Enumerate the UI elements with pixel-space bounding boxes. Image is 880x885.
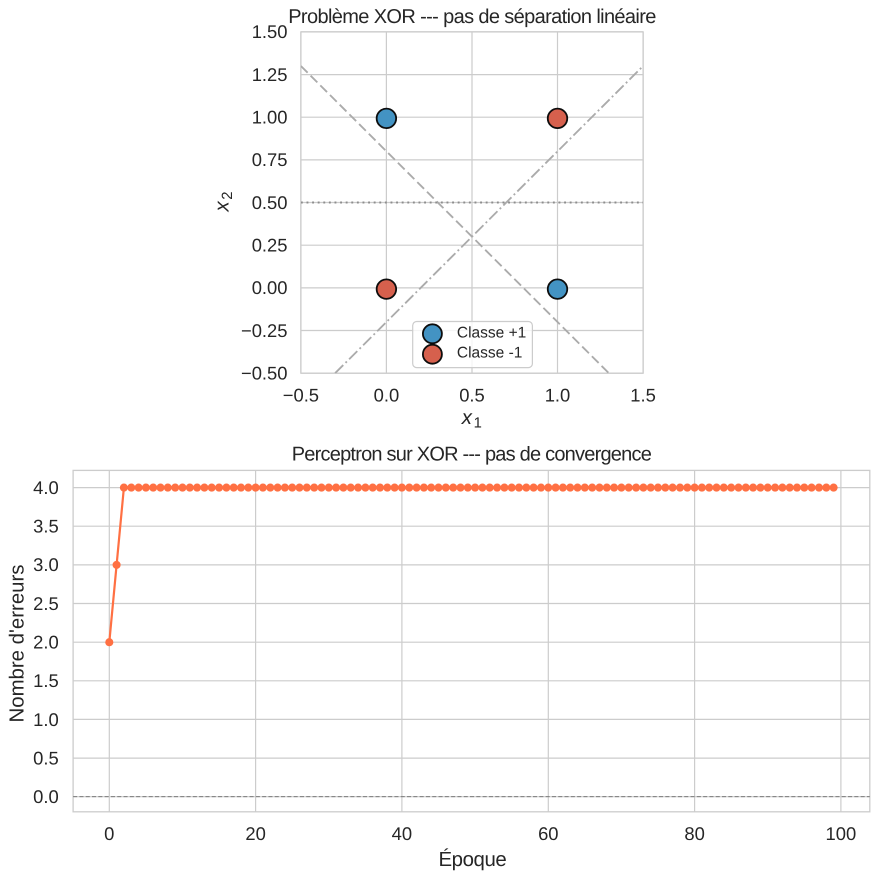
svg-text:0.75: 0.75 [252,149,288,170]
svg-text:2.0: 2.0 [33,632,59,653]
svg-text:0.0: 0.0 [33,786,59,807]
svg-text:Époque: Époque [438,848,506,871]
svg-text:0.0: 0.0 [374,385,400,406]
svg-text:0.25: 0.25 [252,235,288,256]
svg-text:0.50: 0.50 [252,192,288,213]
svg-text:3.0: 3.0 [33,554,59,575]
svg-text:0.5: 0.5 [33,747,59,768]
svg-text:Problème XOR --- pas de sépara: Problème XOR --- pas de séparation linéa… [288,6,656,28]
svg-text:2.5: 2.5 [33,593,59,614]
svg-text:60: 60 [538,823,558,844]
svg-text:−0.25: −0.25 [241,320,288,341]
svg-text:−0.50: −0.50 [241,363,288,384]
svg-text:Classe -1: Classe -1 [457,345,522,362]
svg-text:3.5: 3.5 [33,516,59,537]
svg-text:Nombre d'erreurs: Nombre d'erreurs [6,564,28,722]
svg-text:80: 80 [684,823,704,844]
svg-text:20: 20 [245,823,265,844]
svg-text:1.00: 1.00 [252,107,288,128]
svg-text:1: 1 [474,416,482,432]
svg-text:x: x [461,407,473,429]
svg-text:0.5: 0.5 [459,385,485,406]
svg-text:1.5: 1.5 [630,385,656,406]
svg-text:0: 0 [104,823,114,844]
svg-text:1.0: 1.0 [33,709,59,730]
svg-text:4.0: 4.0 [33,477,59,498]
svg-text:Classe +1: Classe +1 [457,324,526,341]
svg-text:1.0: 1.0 [545,385,571,406]
svg-text:−0.5: −0.5 [283,385,319,406]
svg-text:x: x [212,201,234,213]
svg-text:1.5: 1.5 [33,670,59,691]
svg-text:0.00: 0.00 [252,277,288,298]
svg-text:Perceptron sur XOR --- pas de: Perceptron sur XOR --- pas de convergenc… [292,443,652,465]
svg-text:1.50: 1.50 [252,21,288,42]
svg-text:100: 100 [826,823,857,844]
svg-text:40: 40 [392,823,412,844]
svg-text:2: 2 [220,191,236,199]
svg-text:1.25: 1.25 [252,64,288,85]
